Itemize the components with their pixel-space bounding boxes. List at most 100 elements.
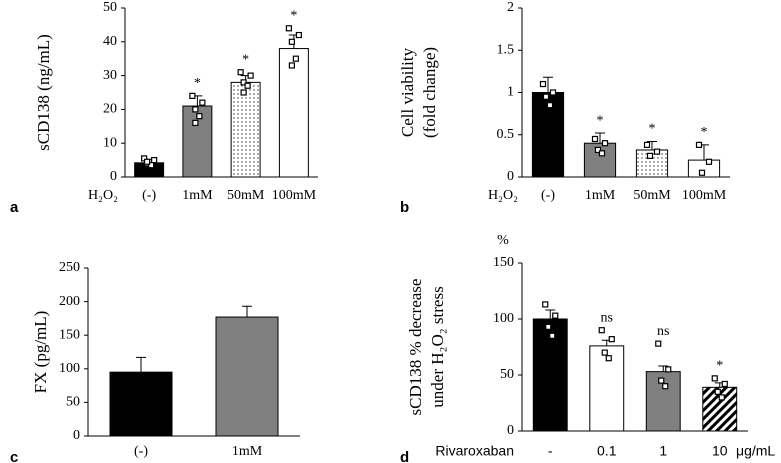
data-point — [199, 99, 206, 106]
y-tick-label: 0 — [73, 428, 80, 443]
data-point — [549, 89, 557, 96]
data-point — [653, 148, 661, 155]
significance-label: * — [716, 359, 723, 374]
data-point — [542, 301, 549, 308]
data-point — [665, 366, 672, 373]
data-point — [718, 394, 725, 401]
data-point — [662, 383, 669, 390]
data-point — [240, 79, 247, 86]
data-point — [601, 140, 609, 147]
data-point — [608, 336, 615, 343]
significance-label: ns — [657, 324, 669, 339]
x-tick-label: 50mM — [633, 188, 671, 203]
data-point — [545, 323, 552, 330]
x-prefix: H₂O₂ — [488, 188, 518, 203]
x-tick-label: 100mM — [272, 188, 317, 203]
data-point — [605, 355, 612, 362]
y-axis-label: sCD138 (ng/mL) — [34, 34, 53, 151]
y-tick-label: 50 — [500, 367, 514, 382]
y-tick-label: 0 — [110, 169, 117, 184]
data-point — [285, 25, 292, 32]
significance-label: * — [242, 52, 249, 67]
x-suffix: μg/mL — [736, 443, 775, 459]
bar — [230, 81, 261, 178]
data-point — [546, 102, 554, 109]
y-tick-label: 200 — [59, 294, 80, 309]
data-point — [598, 327, 605, 334]
data-point — [244, 82, 251, 89]
x-tick-label: 1mM — [182, 188, 213, 203]
y-tick-label: 250 — [59, 260, 80, 275]
error-bar — [545, 309, 556, 319]
x-prefix: Rivaroxaban — [435, 443, 514, 459]
data-point — [705, 158, 713, 165]
x-tick-label: 10 — [712, 443, 728, 459]
bar — [109, 371, 173, 437]
data-point — [598, 150, 606, 157]
y-tick-label: 100 — [493, 311, 514, 326]
data-point — [539, 80, 547, 88]
significance-label: * — [290, 8, 297, 23]
x-prefix: H₂O₂ — [88, 188, 118, 203]
y-axis-label: sCD138 % decrease — [406, 279, 425, 416]
data-point — [721, 380, 728, 388]
y-tick-label: 0 — [507, 423, 514, 438]
significance-label: * — [649, 122, 656, 137]
data-point — [237, 69, 244, 76]
data-point — [655, 340, 662, 347]
data-point — [192, 106, 199, 113]
x-tick-label: 1mM — [585, 188, 616, 203]
y-axis-label: FX (pg/mL) — [31, 311, 50, 394]
error-bar — [647, 141, 657, 150]
error-bar — [595, 132, 605, 144]
data-point — [192, 119, 199, 127]
bar — [278, 48, 309, 178]
x-tick-label: 0.1 — [597, 443, 617, 459]
data-point — [594, 146, 602, 154]
y-tick-label: 20 — [103, 102, 117, 117]
data-point — [711, 375, 718, 382]
error-bar — [543, 76, 553, 93]
panel-label: b — [400, 199, 409, 216]
data-point — [292, 55, 299, 62]
data-point — [552, 312, 559, 319]
data-point — [189, 92, 196, 99]
data-point — [646, 152, 654, 159]
panel-label: a — [10, 199, 19, 216]
data-point — [151, 157, 158, 164]
significance-label: ns — [601, 310, 613, 325]
bar — [215, 316, 279, 437]
y-tick-label: 150 — [493, 255, 514, 270]
significance-label: * — [194, 76, 201, 91]
y-tick-label: 10 — [103, 135, 117, 150]
y-axis-label: under H₂O₂ stress — [428, 286, 447, 407]
x-tick-label: 100mM — [682, 188, 727, 203]
x-tick-label: (-) — [541, 188, 555, 203]
y-tick-label: 0.5 — [497, 127, 515, 142]
data-point — [144, 158, 151, 165]
data-point — [295, 31, 302, 39]
data-point — [288, 62, 295, 69]
y-tick-label: 50 — [103, 0, 117, 15]
y-tick-label: 1.5 — [497, 42, 515, 57]
x-tick-label: - — [548, 443, 553, 459]
x-tick-label: 1mM — [232, 444, 263, 459]
data-point — [658, 377, 665, 384]
error-bar — [242, 305, 252, 318]
panel-label: c — [10, 449, 18, 463]
data-point — [542, 93, 550, 100]
data-point — [601, 349, 608, 356]
data-point — [240, 89, 247, 96]
y-axis-label: (fold change) — [420, 47, 439, 138]
y-tick-label: 40 — [103, 34, 117, 49]
y-axis-label: Cell viability — [398, 47, 417, 137]
error-bar — [136, 356, 146, 373]
x-tick-label: 1 — [659, 443, 667, 459]
y-tick-label: 1 — [507, 85, 514, 100]
data-point — [196, 113, 203, 120]
data-point — [247, 72, 254, 79]
y-unit: % — [497, 233, 509, 248]
data-point — [714, 388, 721, 395]
y-tick-label: 150 — [59, 327, 80, 342]
data-point — [549, 332, 556, 339]
